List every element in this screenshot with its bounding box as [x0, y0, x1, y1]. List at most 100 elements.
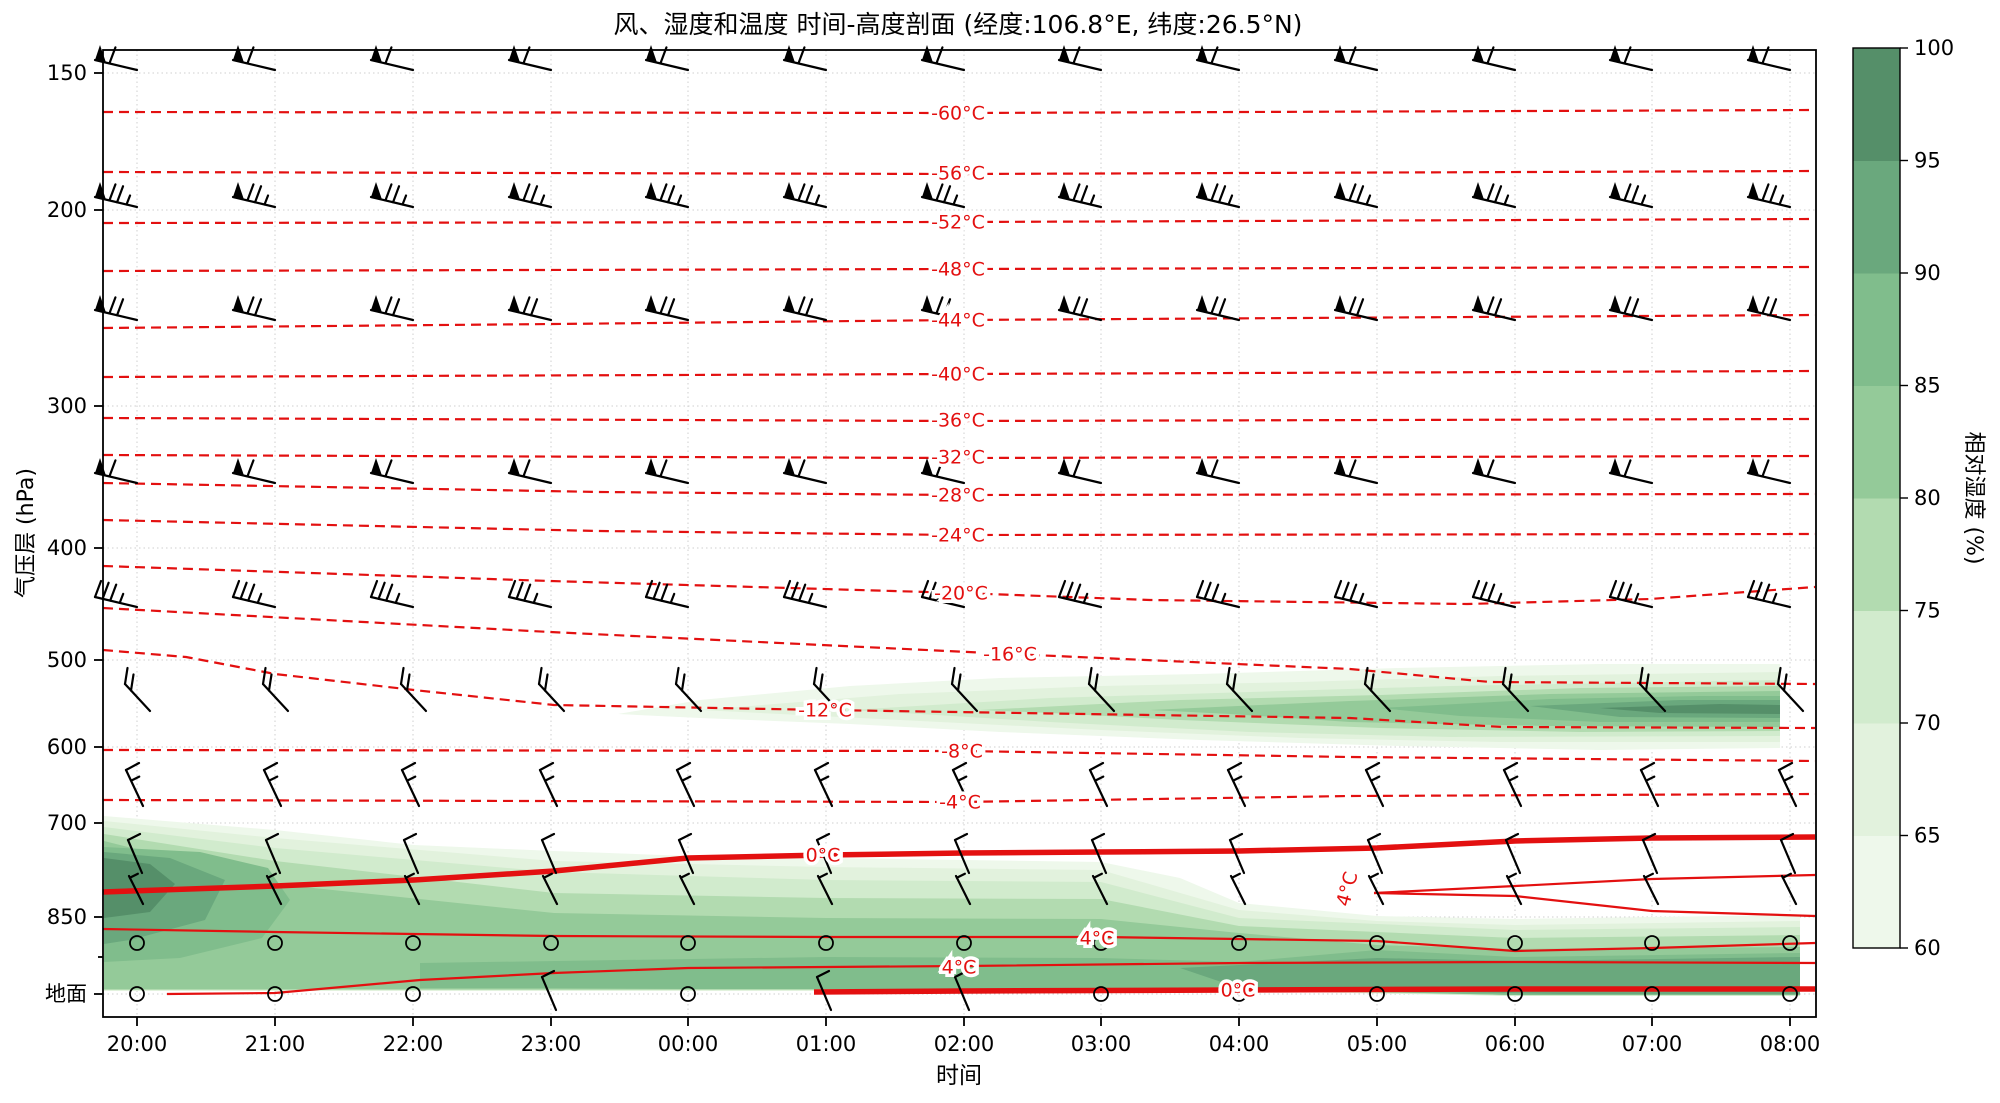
temperature-contour--4C — [102, 792, 1816, 804]
wind-barb — [1228, 832, 1246, 875]
y-tick-label: 地面 — [45, 982, 87, 1006]
wind-barb — [93, 45, 139, 72]
wind-barb — [1746, 182, 1792, 209]
wind-barb — [1057, 295, 1103, 322]
wind-barb — [812, 666, 841, 713]
wind-barb — [537, 666, 566, 713]
wind-barb — [93, 295, 139, 322]
calm-circle — [129, 986, 145, 1002]
wind-barb — [920, 458, 966, 485]
wind-barb — [231, 295, 277, 322]
wind-barb — [1641, 832, 1659, 875]
wind-barb — [1363, 666, 1392, 713]
wind-barb — [1502, 761, 1523, 808]
temperature-contour--12C — [102, 648, 1816, 730]
y-tick-label: 850 — [47, 905, 87, 929]
y-tick-label: 500 — [47, 648, 87, 672]
colorbar-segment — [1853, 610, 1900, 724]
wind-barb — [264, 832, 282, 875]
temperature-contour--44C — [102, 313, 1816, 330]
x-tick-label: 03:00 — [1071, 1032, 1132, 1056]
wind-barb — [541, 872, 559, 906]
wind-barb — [1195, 295, 1241, 322]
contour-label--12C: -12°C — [798, 700, 852, 722]
wind-barb — [644, 182, 690, 209]
calm-circle — [543, 935, 559, 951]
contour-label-4C: 4°C — [1332, 869, 1362, 908]
wind-barb — [1087, 666, 1116, 713]
y-tick-label: 400 — [47, 536, 87, 560]
colorbar-segment — [1853, 385, 1900, 499]
temperature-contour-4C — [1373, 891, 1816, 918]
colorbar-segment — [1853, 273, 1900, 386]
contour-label--8C: -8°C — [941, 741, 983, 763]
wind-barb — [920, 295, 966, 322]
contour-label--60C: -60°C — [931, 103, 985, 125]
wind-barb — [954, 872, 972, 906]
wind-barb — [1057, 579, 1103, 609]
wind-barb — [1333, 182, 1379, 209]
colorbar-tick-label: 100 — [1914, 36, 1954, 60]
temperature-contour--60C — [102, 108, 1816, 115]
calm-circle — [1093, 986, 1109, 1002]
y-tick-label: 150 — [47, 61, 87, 85]
temperature-contour-4C — [102, 927, 1816, 953]
contour-label--28C: -28°C — [931, 485, 985, 507]
wind-barb — [1088, 761, 1109, 808]
mid-level-rh-95 — [1600, 704, 1780, 714]
wind-barb — [1364, 761, 1385, 808]
calm-circle — [680, 986, 696, 1002]
wind-barb — [261, 666, 290, 713]
calm-circle — [1782, 986, 1798, 1002]
temperature-contours — [102, 108, 1816, 996]
temperature-contour-4C — [166, 960, 1816, 996]
calm-circle — [956, 935, 972, 951]
wind-barb — [1471, 182, 1517, 209]
calm-circle — [1231, 935, 1247, 951]
low-level-rh-90-right — [1180, 957, 1800, 994]
colorbar-tick-label: 65 — [1914, 824, 1941, 848]
colorbar-segment — [1853, 723, 1900, 836]
wind-barb — [1057, 458, 1103, 485]
wind-barb — [1746, 45, 1792, 72]
wind-barb — [1608, 579, 1654, 609]
colorbar-tick-label: 75 — [1914, 599, 1941, 623]
wind-barb — [400, 761, 421, 808]
calm-circle — [267, 935, 283, 951]
wind-barb — [1057, 45, 1103, 72]
temperature-contour--16C — [102, 606, 1816, 686]
wind-barb — [1642, 872, 1660, 906]
x-tick-label: 01:00 — [796, 1032, 857, 1056]
wind-barb — [93, 579, 139, 609]
wind-barb — [1226, 761, 1247, 808]
wind-barb — [507, 295, 553, 322]
temperature-contour--36C — [102, 416, 1816, 423]
wind-barb — [127, 872, 145, 906]
contour-label-4C: 4°C — [1080, 928, 1115, 950]
wind-barb — [124, 761, 145, 808]
wind-barb — [1195, 45, 1241, 72]
wind-barb — [816, 872, 834, 906]
x-tick-label: 07:00 — [1622, 1032, 1683, 1056]
wind-barb — [507, 458, 553, 485]
colorbar-tick-label: 60 — [1914, 936, 1941, 960]
calm-circle — [267, 986, 283, 1002]
calm-circle — [1644, 986, 1660, 1002]
wind-barb — [1777, 761, 1798, 808]
x-tick-label: 06:00 — [1485, 1032, 1546, 1056]
wind-barb — [678, 872, 696, 906]
calm-circles — [129, 935, 1798, 1012]
wind-barb — [93, 458, 139, 485]
x-tick-label: 00:00 — [658, 1032, 719, 1056]
wind-barb — [1333, 295, 1379, 322]
colorbar-tick-label: 95 — [1914, 149, 1941, 173]
wind-barb — [1195, 182, 1241, 209]
wind-barb — [538, 761, 559, 808]
temperature-contour-4C — [1373, 873, 1816, 895]
wind-barb — [951, 761, 972, 808]
wind-barb — [369, 295, 415, 322]
x-tick-label: 02:00 — [934, 1032, 995, 1056]
wind-barb — [1746, 458, 1792, 485]
